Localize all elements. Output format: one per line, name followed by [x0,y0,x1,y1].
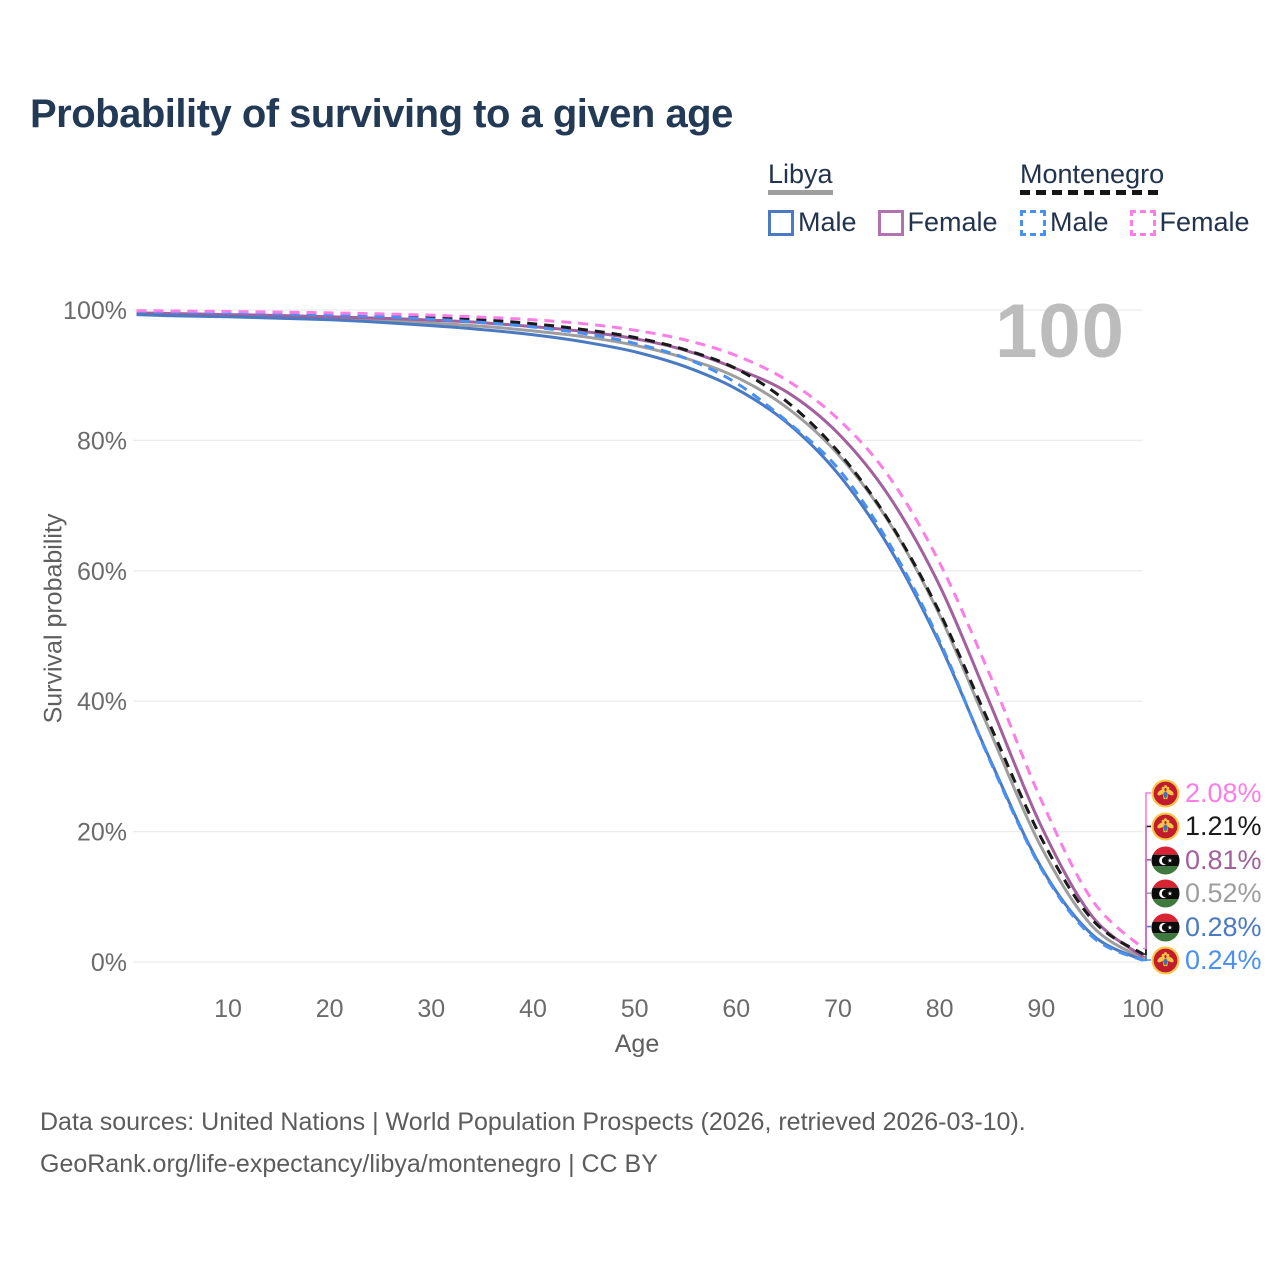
curve-montenegro-female [136,309,1145,950]
x-tick-label: 90 [1027,995,1055,1023]
montenegro-male-swatch-icon [1020,209,1046,236]
end-value: 2.08% [1185,778,1262,808]
libya-flag-icon [1151,845,1180,875]
y-axis-title: Survival probability [39,513,68,724]
page-title: Probability of surviving to a given age [30,92,733,136]
x-tick-label: 40 [519,995,547,1023]
label-connector [1143,859,1151,958]
y-tick-label: 20% [77,819,127,847]
legend-line-sample-montenegro [1020,190,1164,195]
libya-flag-icon [1151,878,1180,908]
age-watermark: 100 [995,289,1125,374]
legend-title-libya: Libya [768,159,833,189]
legend-title-montenegro: Montenegro [1020,159,1165,189]
curve-libya-female [136,311,1144,958]
end-label-libya-female: 0.81% [1151,845,1262,875]
end-value: 0.52% [1185,878,1262,908]
x-tick-label: 20 [316,995,344,1023]
legend-label: Male [798,207,857,237]
x-tick-label: 60 [722,995,750,1023]
x-tick-label: 30 [417,995,445,1023]
x-axis-title: Age [614,1030,660,1058]
montenegro-female-swatch-icon [1129,209,1156,236]
legend-item-montenegro-female[interactable]: Female [1129,207,1250,238]
montenegro-flag-icon [1151,945,1180,975]
end-label-montenegro-female: 2.08% [1151,778,1262,808]
label-connector [1143,825,1151,955]
attribution-text: GeoRank.org/life-expectancy/libya/monten… [40,1150,658,1178]
y-tick-label: 100% [63,297,127,325]
end-label-montenegro-both: 1.21% [1151,811,1262,841]
legend-label: Male [1050,207,1109,237]
x-tick-label: 10 [214,995,242,1023]
end-label-montenegro-male: 0.24% [1151,945,1262,975]
legend-line-sample-libya [768,190,833,195]
y-tick-label: 40% [77,688,127,716]
x-tick-label: 50 [621,995,649,1023]
end-value: 0.24% [1185,945,1262,975]
legend-item-libya-male[interactable]: Male [768,207,857,238]
end-label-libya-both: 0.52% [1151,878,1262,908]
label-connector [1143,792,1151,950]
legend-label: Female [907,207,998,237]
end-label-libya-male: 0.28% [1151,912,1262,942]
x-tick-label: 80 [926,995,954,1023]
montenegro-flag-icon [1151,778,1180,808]
montenegro-flag-icon [1151,811,1180,841]
curve-montenegro-both [136,309,1144,956]
legend-label: Female [1159,207,1250,237]
legend-group-montenegro: Montenegro Male Female [1020,160,1250,238]
curve-libya-both [136,312,1144,960]
y-tick-label: 80% [77,427,127,455]
data-sources-text: Data sources: United Nations | World Pop… [40,1108,1026,1136]
x-tick-label: 70 [824,995,852,1023]
libya-flag-icon [1151,912,1180,942]
end-value: 1.21% [1185,811,1262,841]
libya-female-swatch-icon [877,209,904,236]
legend-item-montenegro-male[interactable]: Male [1020,207,1109,238]
y-tick-label: 0% [91,949,127,977]
legend-item-libya-female[interactable]: Female [877,207,998,238]
end-value: 0.28% [1185,912,1262,942]
curve-libya-male [136,313,1144,962]
end-value: 0.81% [1185,845,1262,875]
libya-male-swatch-icon [768,209,794,236]
x-tick-label: 100 [1122,995,1164,1023]
y-tick-label: 60% [77,558,127,586]
label-connector [1143,925,1151,961]
legend-group-libya: Libya Male Female [768,160,998,238]
curve-montenegro-male [136,309,1144,962]
